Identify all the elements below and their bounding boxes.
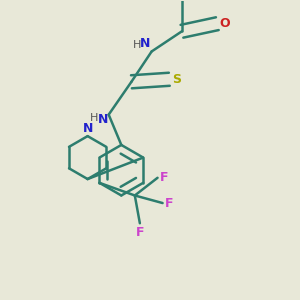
Text: N: N — [82, 122, 93, 135]
Text: F: F — [160, 171, 168, 184]
Text: O: O — [220, 17, 230, 30]
Text: H: H — [133, 40, 141, 50]
Text: F: F — [136, 226, 144, 239]
Text: F: F — [165, 196, 173, 210]
Text: N: N — [98, 113, 108, 126]
Text: S: S — [172, 73, 181, 86]
Text: N: N — [140, 37, 150, 50]
Text: H: H — [90, 113, 99, 123]
